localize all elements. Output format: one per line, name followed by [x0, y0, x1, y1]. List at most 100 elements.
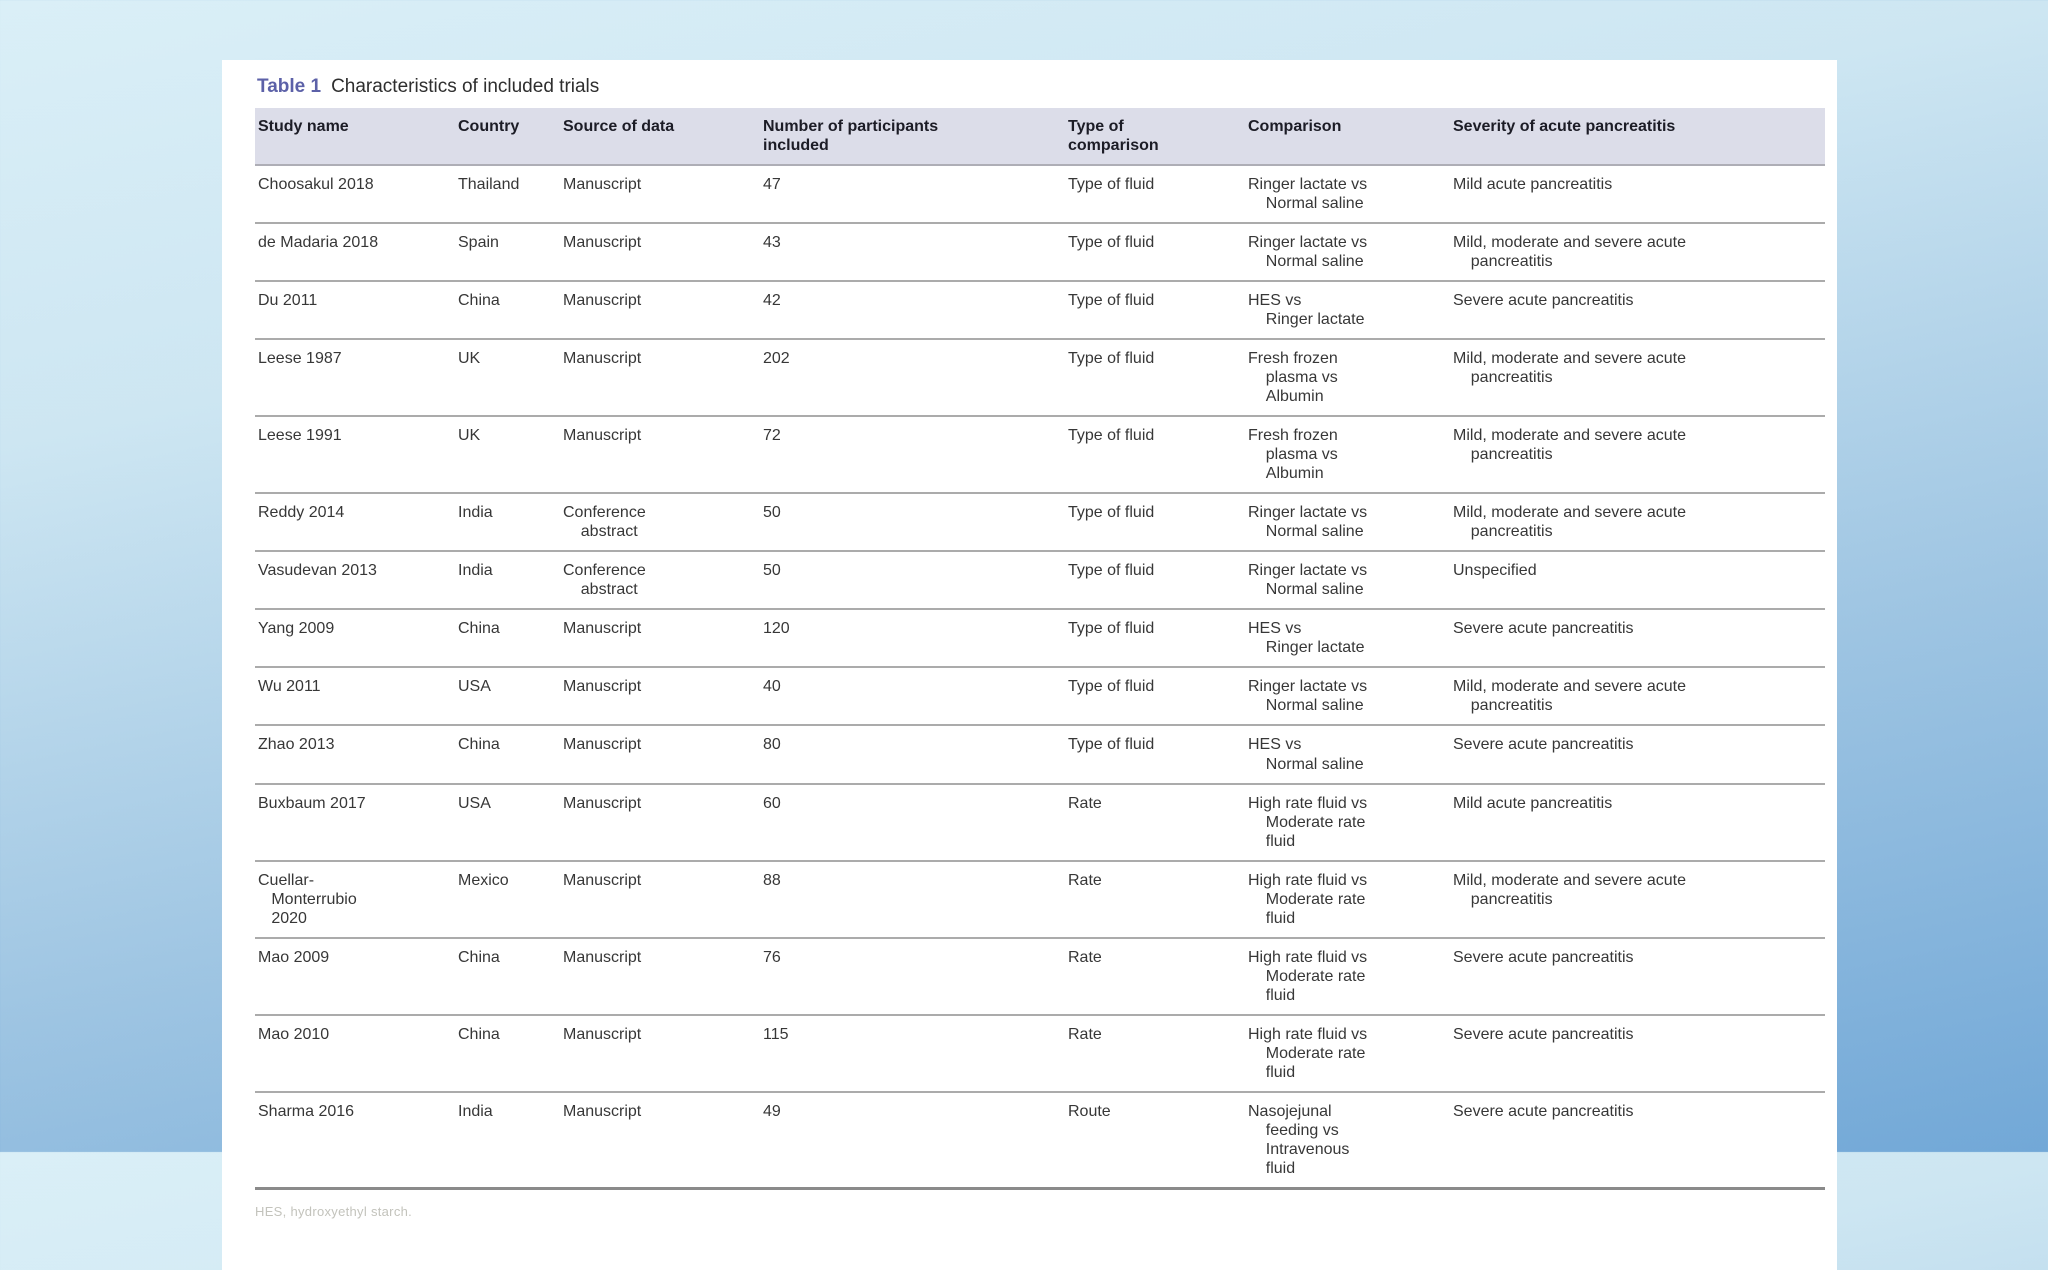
col-header-study-name: Study name: [255, 107, 455, 166]
cell-severity: Severe acute pancreatitis: [1450, 724, 1825, 784]
cell-source: Conference abstract: [560, 550, 760, 610]
cell-comparison: HES vs Ringer lactate: [1245, 279, 1450, 340]
cell-severity: Mild, moderate and severe acute pancreat…: [1450, 221, 1825, 281]
table-row: Du 2011 China Manuscript 42 Type of flui…: [255, 279, 1825, 340]
cell-severity: Severe acute pancreatitis: [1450, 279, 1825, 340]
cell-severity: Unspecified: [1450, 550, 1825, 610]
cell-source: Manuscript: [560, 666, 760, 726]
cell-severity: Mild acute pancreatitis: [1450, 782, 1825, 861]
cell-source: Manuscript: [560, 1090, 760, 1191]
cell-participants: 47: [763, 175, 781, 193]
cell-type: Type of fluid: [1065, 221, 1245, 281]
cell-comparison: HES vs Normal saline: [1245, 724, 1450, 784]
cell-comparison: Ringer lactate vs Normal saline: [1245, 221, 1450, 281]
table-row: Choosakul 2018 Thailand Manuscript 47 Ty…: [255, 165, 1825, 223]
cell-severity: Mild, moderate and severe acute pancreat…: [1450, 492, 1825, 552]
cell-participants: 76: [760, 936, 1065, 1015]
table-row: Vasudevan 2013 India Conference abstract…: [255, 550, 1825, 610]
table-row: Leese 1991 UK Manuscript 72 Type of flui…: [255, 415, 1825, 494]
cell-comparison: Nasojejunal feeding vs Intravenous fluid: [1245, 1090, 1450, 1191]
cell-country: Spain: [455, 221, 560, 281]
cell-participants: 60: [760, 782, 1065, 861]
cell-type: Rate: [1065, 936, 1245, 1015]
cell-type: Type of fluid: [1065, 415, 1245, 494]
cell-severity: Mild, moderate and severe acute pancreat…: [1450, 415, 1825, 494]
cell-type: Rate: [1065, 859, 1245, 938]
cell-participants: 115: [760, 1013, 1065, 1092]
cell-study-name: Leese 1991: [255, 415, 455, 494]
cell-participants: 72: [760, 415, 1065, 494]
cell-source: Manuscript: [560, 724, 760, 784]
cell-comparison: Ringer lactate vs Normal saline: [1248, 175, 1368, 212]
table-title-text: Characteristics of included trials: [331, 76, 600, 97]
cell-source: Manuscript: [560, 415, 760, 494]
cell-type: Type of fluid: [1065, 279, 1245, 340]
cell-participants: 120: [760, 608, 1065, 668]
cell-study-name: Vasudevan 2013: [255, 550, 455, 610]
cell-source: Manuscript: [560, 221, 760, 281]
cell-severity: Severe acute pancreatitis: [1450, 936, 1825, 1015]
cell-participants: 202: [760, 338, 1065, 417]
cell-participants: 50: [760, 550, 1065, 610]
cell-severity: Mild, moderate and severe acute pancreat…: [1450, 666, 1825, 726]
cell-source: Manuscript: [560, 782, 760, 861]
cell-comparison: HES vs Ringer lactate: [1245, 608, 1450, 668]
cell-study-name: Wu 2011: [255, 666, 455, 726]
cell-comparison: Fresh frozen plasma vs Albumin: [1245, 338, 1450, 417]
cell-participants: 49: [760, 1090, 1065, 1191]
cell-country: China: [455, 724, 560, 784]
table-footnote: HES, hydroxyethyl starch.: [255, 1204, 413, 1220]
cell-source: Manuscript: [560, 608, 760, 668]
cell-study-name: Yang 2009: [255, 608, 455, 668]
cell-severity: Mild, moderate and severe acute pancreat…: [1450, 338, 1825, 417]
cell-source: Manuscript: [563, 175, 642, 193]
table-row: Zhao 2013 China Manuscript 80 Type of fl…: [255, 724, 1825, 784]
col-header-comparison: Comparison: [1245, 107, 1450, 166]
cell-study-name: Choosakul 2018: [258, 175, 374, 193]
cell-comparison: High rate fluid vs Moderate rate fluid: [1245, 782, 1450, 861]
cell-country: China: [455, 608, 560, 668]
table-row: Mao 2009 China Manuscript 76 Rate High r…: [255, 936, 1825, 1015]
table-header-row: Study name Country Source of data Number…: [255, 107, 1825, 166]
cell-source: Manuscript: [560, 859, 760, 938]
cell-type: Type of fluid: [1065, 666, 1245, 726]
cell-comparison: High rate fluid vs Moderate rate fluid: [1245, 859, 1450, 938]
cell-study-name: Sharma 2016: [255, 1090, 455, 1191]
cell-study-name: Leese 1987: [255, 338, 455, 417]
cell-type: Type of fluid: [1065, 608, 1245, 668]
col-header-country: Country: [455, 107, 560, 166]
cell-type: Type of fluid: [1065, 550, 1245, 610]
table-row: Buxbaum 2017 USA Manuscript 60 Rate High…: [255, 782, 1825, 861]
cell-type: Route: [1065, 1090, 1245, 1191]
cell-comparison: High rate fluid vs Moderate rate fluid: [1245, 1013, 1450, 1092]
cell-participants: 50: [760, 492, 1065, 552]
cell-severity: Severe acute pancreatitis: [1450, 608, 1825, 668]
cell-comparison: Ringer lactate vs Normal saline: [1245, 666, 1450, 726]
col-header-type-of-comparison: Type of comparison: [1065, 107, 1245, 166]
paper-table-panel: Table 1 Characteristics of included trial…: [222, 60, 1837, 1270]
table-label: Table 1: [257, 76, 322, 97]
cell-type: Type of fluid: [1065, 492, 1245, 552]
cell-participants: 88: [760, 859, 1065, 938]
cell-country: Thailand: [458, 175, 520, 193]
cell-participants: 40: [760, 666, 1065, 726]
cell-type: Type of fluid: [1065, 724, 1245, 784]
table-row: Reddy 2014 India Conference abstract 50 …: [255, 492, 1825, 552]
cell-country: India: [455, 492, 560, 552]
table-row: Cuellar- Monterrubio 2020 Mexico Manuscr…: [255, 859, 1825, 938]
table-row: Wu 2011 USA Manuscript 40 Type of fluid …: [255, 666, 1825, 726]
table-row: Sharma 2016 India Manuscript 49 Route Na…: [255, 1090, 1825, 1191]
cell-source: Manuscript: [560, 338, 760, 417]
col-header-source-of-data: Source of data: [560, 107, 760, 166]
trials-table: Study name Country Source of data Number…: [255, 107, 1825, 1191]
cell-country: USA: [455, 782, 560, 861]
cell-type: Type of fluid: [1068, 175, 1155, 193]
cell-study-name: Reddy 2014: [255, 492, 455, 552]
cell-country: India: [455, 550, 560, 610]
cell-comparison: Ringer lactate vs Normal saline: [1245, 492, 1450, 552]
cell-type: Rate: [1065, 1013, 1245, 1092]
cell-study-name: Mao 2010: [255, 1013, 455, 1092]
table-row: de Madaria 2018 Spain Manuscript 43 Type…: [255, 221, 1825, 281]
cell-country: UK: [455, 415, 560, 494]
col-header-participants: Number of participants included: [760, 107, 1065, 166]
